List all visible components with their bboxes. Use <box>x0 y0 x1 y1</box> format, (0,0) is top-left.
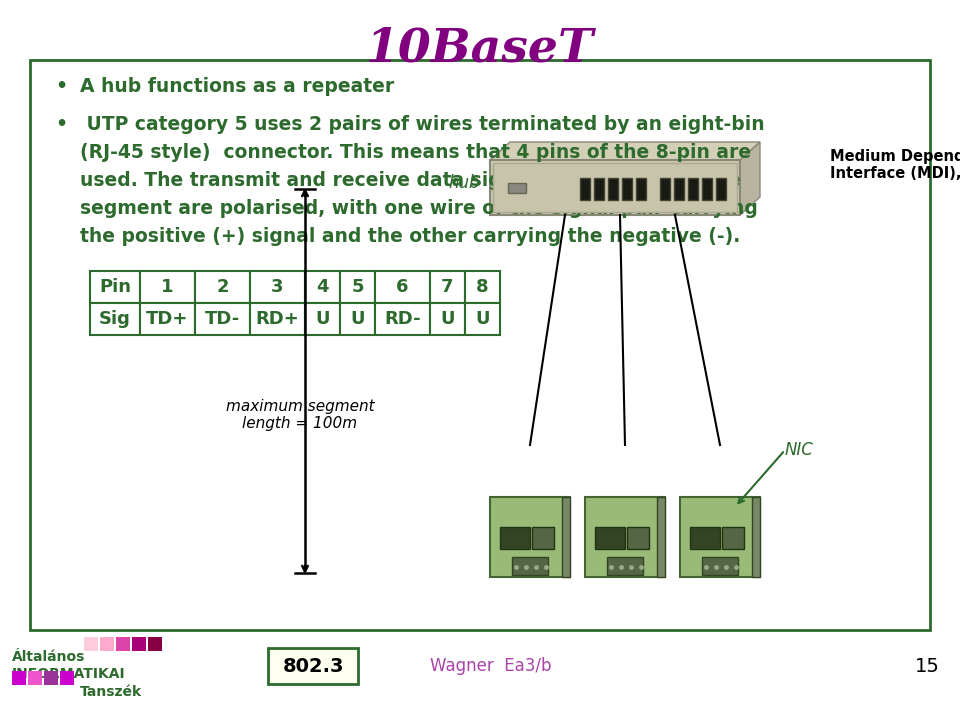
Text: U: U <box>441 310 455 328</box>
Bar <box>268 648 358 684</box>
Text: 15: 15 <box>915 657 940 676</box>
Bar <box>680 497 760 577</box>
Bar <box>465 303 500 335</box>
Bar <box>90 303 140 335</box>
Bar <box>430 303 465 335</box>
Bar <box>657 497 665 577</box>
Bar <box>116 637 130 651</box>
Bar <box>608 178 618 200</box>
Text: Medium Dependent
Interface (MDI), RJ45: Medium Dependent Interface (MDI), RJ45 <box>830 149 960 181</box>
Bar <box>607 557 643 575</box>
Bar <box>716 178 726 200</box>
Bar <box>636 178 646 200</box>
Text: Wagner  Ea3/b: Wagner Ea3/b <box>430 657 551 675</box>
Text: Sig: Sig <box>99 310 131 328</box>
Bar <box>430 271 465 303</box>
Text: RD-: RD- <box>384 310 420 328</box>
Bar <box>622 178 632 200</box>
Text: (RJ-45 style)  connector. This means that 4 pins of the 8-pin are: (RJ-45 style) connector. This means that… <box>80 143 751 162</box>
Bar <box>375 271 430 303</box>
Bar <box>690 527 720 549</box>
Text: UTP category 5 uses 2 pairs of wires terminated by an eight-bin: UTP category 5 uses 2 pairs of wires ter… <box>80 115 764 134</box>
Text: 802.3: 802.3 <box>282 657 344 676</box>
Bar <box>90 271 140 303</box>
Bar <box>493 163 737 212</box>
Text: TD+: TD+ <box>146 310 189 328</box>
Bar <box>585 497 665 577</box>
Text: maximum segment
length = 100m: maximum segment length = 100m <box>226 399 374 431</box>
Text: Pin: Pin <box>99 278 131 296</box>
Text: TD-: TD- <box>204 310 240 328</box>
Text: A hub functions as a repeater: A hub functions as a repeater <box>80 77 395 96</box>
Bar <box>490 160 740 215</box>
Bar <box>60 671 74 685</box>
Bar <box>752 497 760 577</box>
Bar <box>702 557 738 575</box>
Text: segment are polarised, with one wire of the signal pair carrying: segment are polarised, with one wire of … <box>80 199 757 218</box>
Bar <box>44 671 58 685</box>
Bar <box>305 271 340 303</box>
Polygon shape <box>740 142 760 215</box>
Bar <box>674 178 684 200</box>
Bar <box>340 303 375 335</box>
Bar <box>660 178 670 200</box>
Text: NIC: NIC <box>785 441 814 459</box>
Text: 6: 6 <box>396 278 409 296</box>
Text: used. The transmit and receive data signal on each pair of the: used. The transmit and receive data sign… <box>80 171 740 190</box>
Text: the positive (+) signal and the other carrying the negative (-).: the positive (+) signal and the other ca… <box>80 227 740 246</box>
Bar <box>627 527 649 549</box>
Bar <box>688 178 698 200</box>
Text: 5: 5 <box>351 278 364 296</box>
Text: U: U <box>350 310 365 328</box>
Bar <box>30 60 930 630</box>
Text: 1: 1 <box>161 278 174 296</box>
Bar <box>140 303 195 335</box>
Bar <box>28 671 42 685</box>
Text: •: • <box>55 77 67 96</box>
Text: U: U <box>315 310 329 328</box>
Bar <box>84 637 98 651</box>
Bar <box>305 303 340 335</box>
Text: 7: 7 <box>442 278 454 296</box>
Text: hub: hub <box>448 173 480 191</box>
Bar <box>508 183 526 193</box>
Bar <box>250 271 305 303</box>
Bar <box>580 178 590 200</box>
Polygon shape <box>490 142 760 160</box>
Bar <box>100 637 114 651</box>
Text: 3: 3 <box>272 278 284 296</box>
Text: U: U <box>475 310 490 328</box>
Text: 2: 2 <box>216 278 228 296</box>
Text: Általános: Általános <box>12 650 85 664</box>
Bar <box>140 271 195 303</box>
Text: 4: 4 <box>316 278 328 296</box>
Text: 8: 8 <box>476 278 489 296</box>
Bar <box>195 303 250 335</box>
Text: RD+: RD+ <box>255 310 300 328</box>
Bar <box>595 527 625 549</box>
Text: INFORMATIKAI: INFORMATIKAI <box>12 667 126 681</box>
Bar <box>722 527 744 549</box>
Bar <box>512 557 548 575</box>
Bar <box>702 178 712 200</box>
Bar <box>132 637 146 651</box>
Bar <box>594 178 604 200</box>
Bar <box>250 303 305 335</box>
Bar <box>500 527 530 549</box>
Bar <box>340 271 375 303</box>
Bar <box>465 271 500 303</box>
Bar <box>12 671 26 685</box>
Bar <box>532 527 554 549</box>
Text: •: • <box>55 115 67 134</box>
Bar <box>490 497 570 577</box>
Text: 10BaseT: 10BaseT <box>366 25 594 71</box>
Bar <box>562 497 570 577</box>
Bar <box>148 637 162 651</box>
Text: Tanszék: Tanszék <box>80 685 142 699</box>
Bar <box>195 271 250 303</box>
Bar <box>375 303 430 335</box>
